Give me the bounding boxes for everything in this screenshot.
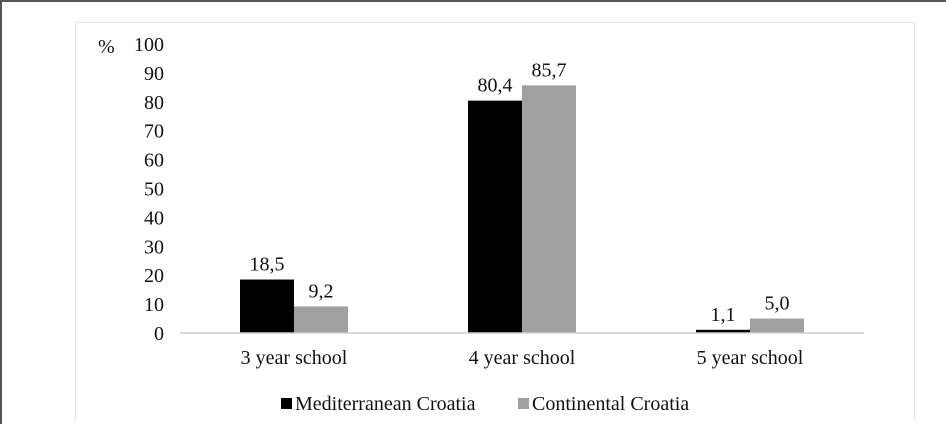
y-tick-label: 30: [144, 236, 164, 258]
y-axis-label: %: [98, 36, 115, 58]
y-tick-label: 50: [144, 179, 164, 201]
y-tick-label: 40: [144, 207, 164, 229]
bar: [294, 306, 348, 333]
bars: [240, 85, 804, 334]
bar: [696, 329, 750, 333]
y-tick-label: 100: [134, 34, 164, 56]
y-tick-label: 70: [144, 121, 164, 143]
x-tick-label: 4 year school: [469, 347, 576, 369]
y-ticks: 0 10 20 30 40 50 60 70 80 90 100: [134, 34, 164, 345]
legend-label: Mediterranean Croatia: [295, 393, 476, 415]
bar: [468, 100, 522, 333]
legend-label: Continental Croatia: [532, 393, 689, 415]
data-label: 80,4: [478, 75, 513, 97]
y-tick-label: 20: [144, 265, 164, 287]
data-label: 85,7: [532, 59, 567, 81]
x-tick-label: 5 year school: [697, 347, 804, 369]
data-label: 5,0: [765, 293, 790, 315]
x-tick-label: 3 year school: [241, 347, 348, 369]
data-label: 9,2: [309, 280, 334, 302]
y-tick-label: 80: [144, 92, 164, 114]
y-tick-label: 0: [154, 323, 164, 345]
y-tick-label: 90: [144, 63, 164, 85]
bar: [240, 279, 294, 333]
chart-area-border: [75, 22, 915, 421]
data-labels: 18,5 9,2 80,4 85,7 1,1 5,0: [250, 59, 790, 325]
bar: [750, 318, 804, 333]
legend-swatch: [281, 398, 292, 409]
data-label: 1,1: [711, 304, 736, 326]
x-ticks: 3 year school 4 year school 5 year school: [241, 347, 804, 369]
legend-swatch: [518, 398, 529, 409]
y-tick-label: 60: [144, 150, 164, 172]
y-tick-label: 10: [144, 294, 164, 316]
bar: [522, 85, 576, 334]
data-label: 18,5: [250, 254, 285, 276]
legend: Mediterranean Croatia Continental Croatia: [281, 393, 689, 415]
